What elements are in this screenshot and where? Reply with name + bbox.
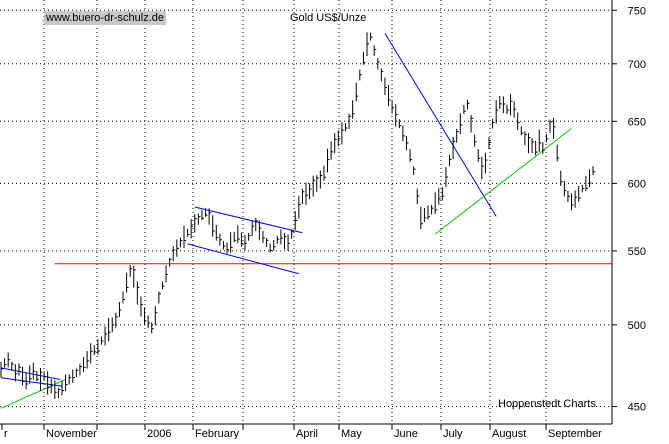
y-tick-label: 600: [628, 178, 646, 190]
trendline: [0, 379, 66, 409]
price-bars: [0, 32, 596, 399]
trendline: [0, 377, 63, 387]
x-tick-label: August: [492, 428, 526, 439]
y-tick-label: 700: [628, 59, 646, 71]
site-badge[interactable]: www.buero-dr-schulz.de: [44, 11, 166, 25]
trendline: [0, 367, 61, 380]
y-tick-label: 550: [628, 246, 646, 258]
y-tick-label: 500: [628, 320, 646, 332]
x-tick-label: February: [195, 428, 240, 439]
x-tick-label: April: [296, 428, 318, 439]
y-tick-label: 750: [628, 5, 646, 17]
trendline: [187, 243, 299, 275]
source-label: Hoppenstedt Charts: [498, 398, 596, 410]
trendline: [194, 206, 303, 234]
axis-labels: 450 500 550 600 650 700 750 r November 2006 Februa…: [1, 5, 646, 440]
chart-title: Gold US$/Unze: [290, 12, 367, 24]
y-tick-label: 450: [628, 402, 646, 414]
chart-frame: [0, 0, 613, 425]
x-tick-label: r: [4, 428, 8, 439]
y-tick-label: 650: [628, 116, 646, 128]
x-tick-label: July: [443, 428, 463, 439]
x-tick-label: June: [394, 428, 418, 439]
x-tick-label: 2006: [147, 428, 171, 439]
x-tick-label: November: [46, 428, 97, 439]
grid-layer: [0, 0, 613, 424]
trendline-layer: [0, 33, 612, 409]
trendline: [384, 33, 497, 217]
x-tick-label: May: [341, 428, 362, 439]
trendline: [434, 128, 572, 235]
x-tick-label: September: [548, 428, 602, 439]
